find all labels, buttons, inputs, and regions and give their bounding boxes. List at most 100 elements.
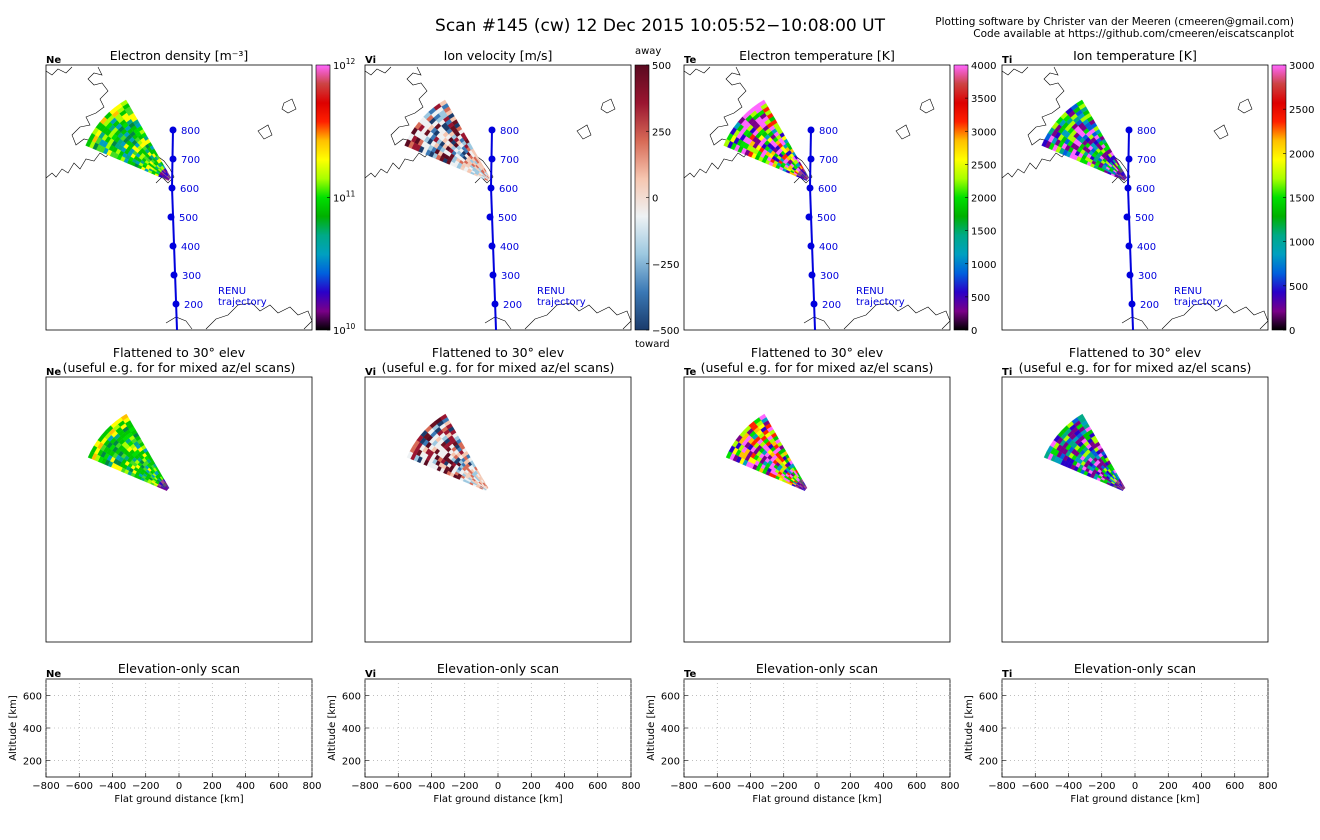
colorbar-tick-label: −500 bbox=[652, 326, 679, 337]
trajectory-altitude-label: 200 bbox=[1140, 300, 1159, 311]
tick-exponent: 12 bbox=[346, 57, 356, 66]
x-tick-label: −600 bbox=[385, 781, 412, 792]
panel-subtitle: (useful e.g. for for mixed az/el scans) bbox=[382, 360, 615, 375]
trajectory-altitude-label: 400 bbox=[500, 242, 519, 253]
trajectory-altitude-label: 400 bbox=[819, 242, 838, 253]
colorbar-tick-label: 2000 bbox=[971, 194, 996, 205]
x-axis-label: Flat ground distance [km] bbox=[1070, 794, 1199, 805]
trajectory-point bbox=[169, 242, 177, 250]
x-tick-label: −200 bbox=[132, 781, 159, 792]
elevation-panel-ne: Elevation-only scan Ne −800 −600 −400 −200 0 20… bbox=[8, 661, 322, 805]
y-tick-label: 200 bbox=[661, 757, 680, 768]
y-tick-label: 200 bbox=[342, 757, 361, 768]
y-tick-label: 400 bbox=[979, 724, 998, 735]
trajectory-point bbox=[487, 184, 495, 192]
colorbar-tick-label: 1000 bbox=[1289, 238, 1314, 249]
panel-tag: Vi bbox=[365, 55, 376, 66]
trajectory-label: trajectory bbox=[856, 297, 905, 308]
y-tick-label: 200 bbox=[979, 757, 998, 768]
panel-title: Elevation-only scan bbox=[756, 661, 878, 676]
map-axes-frame bbox=[683, 64, 951, 331]
y-tick-label: 400 bbox=[342, 724, 361, 735]
y-tick-label: 200 bbox=[23, 757, 42, 768]
trajectory-point bbox=[807, 242, 815, 250]
coastline bbox=[257, 124, 273, 140]
trajectory-altitude-label: 800 bbox=[500, 126, 519, 137]
map-axes-frame bbox=[364, 64, 632, 331]
coastline bbox=[364, 66, 392, 76]
trajectory-altitude-label: 300 bbox=[501, 271, 520, 282]
trajectory-point bbox=[806, 184, 814, 192]
trajectory-point bbox=[172, 300, 180, 308]
panel-title: Flattened to 30° elev bbox=[751, 345, 884, 360]
x-tick-label: 200 bbox=[1159, 781, 1178, 792]
trajectory-point bbox=[170, 271, 178, 279]
tick-exponent: 11 bbox=[346, 190, 356, 199]
panel-tag: Ti bbox=[1002, 669, 1012, 680]
x-tick-label: −800 bbox=[670, 781, 697, 792]
flattened-axes-frame bbox=[1001, 376, 1269, 643]
panel-title: Electron density [m⁻³] bbox=[110, 48, 249, 63]
x-tick-label: −600 bbox=[1022, 781, 1049, 792]
colorbar-tick-label: −250 bbox=[652, 260, 679, 271]
trajectory-altitude-label: 200 bbox=[503, 300, 522, 311]
trajectory-label: trajectory bbox=[1174, 297, 1223, 308]
panel-tag: Te bbox=[684, 367, 696, 378]
coastline bbox=[600, 98, 616, 114]
trajectory-altitude-label: 800 bbox=[1137, 126, 1156, 137]
colorbar-tick-label: 1000 bbox=[971, 260, 996, 271]
flattened-panel-te: Flattened to 30° elev(useful e.g. for fo… bbox=[683, 345, 951, 643]
flattened-axes-frame bbox=[683, 376, 951, 643]
panel-title: Flattened to 30° elev bbox=[1069, 345, 1202, 360]
colorbar-tick-label: 500 bbox=[652, 61, 671, 72]
map-panel-vi: Ion velocity [m/s] Vi 800 700 600 500 400 300 20… bbox=[364, 46, 679, 350]
trajectory-label: trajectory bbox=[218, 297, 267, 308]
trajectory-point bbox=[1125, 126, 1133, 134]
trajectory-altitude-label: 600 bbox=[1136, 184, 1155, 195]
panel-title: Electron temperature [K] bbox=[739, 48, 895, 63]
x-tick-label: −400 bbox=[1055, 781, 1082, 792]
map-axes-frame bbox=[45, 64, 313, 331]
y-tick-label: 600 bbox=[661, 691, 680, 702]
x-tick-label: 400 bbox=[236, 781, 255, 792]
coastline bbox=[1001, 66, 1029, 76]
panel-title: Flattened to 30° elev bbox=[432, 345, 565, 360]
panel-tag: Ne bbox=[46, 55, 61, 66]
figure-title: Scan #145 (cw) 12 Dec 2015 10:05:52−10:0… bbox=[435, 16, 886, 36]
trajectory-point bbox=[489, 271, 497, 279]
panel-tag: Ti bbox=[1002, 55, 1012, 66]
coastline bbox=[45, 66, 73, 76]
x-tick-label: 200 bbox=[841, 781, 860, 792]
colorbar-tick-label: 0 bbox=[1289, 326, 1295, 337]
y-axis-label: Altitude [km] bbox=[327, 695, 338, 761]
trajectory-point bbox=[1123, 213, 1131, 221]
trajectory-point bbox=[488, 126, 496, 134]
trajectory-point bbox=[810, 300, 818, 308]
colorbar-bottom-label: toward bbox=[635, 339, 670, 350]
coastline bbox=[524, 302, 632, 330]
panel-title: Ion temperature [K] bbox=[1073, 48, 1197, 63]
panel-tag: Te bbox=[684, 55, 696, 66]
flattened-axes-frame bbox=[45, 376, 313, 643]
panel-title: Ion velocity [m/s] bbox=[444, 48, 553, 63]
trajectory-point bbox=[1126, 271, 1134, 279]
panel-title: Elevation-only scan bbox=[437, 661, 559, 676]
trajectory-altitude-label: 800 bbox=[181, 126, 200, 137]
panel-title: Elevation-only scan bbox=[1074, 661, 1196, 676]
x-tick-label: −800 bbox=[32, 781, 59, 792]
coastline bbox=[1001, 66, 1069, 179]
trajectory-altitude-label: 300 bbox=[1138, 271, 1157, 282]
trajectory-altitude-label: 500 bbox=[1135, 213, 1154, 224]
panel-title: Flattened to 30° elev bbox=[113, 345, 246, 360]
x-tick-label: 400 bbox=[874, 781, 893, 792]
colorbar-tick-label: 2500 bbox=[971, 160, 996, 171]
x-tick-label: 200 bbox=[522, 781, 541, 792]
x-tick-label: −400 bbox=[99, 781, 126, 792]
flattened-axes-frame bbox=[364, 376, 632, 643]
map-axes-frame bbox=[1001, 64, 1269, 331]
y-tick-label: 400 bbox=[661, 724, 680, 735]
x-tick-label: 800 bbox=[621, 781, 640, 792]
trajectory-altitude-label: 500 bbox=[179, 213, 198, 224]
trajectory-label: RENU bbox=[1174, 286, 1202, 297]
